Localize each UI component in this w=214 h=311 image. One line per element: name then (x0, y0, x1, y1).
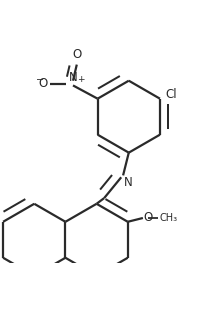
Text: N: N (124, 176, 133, 189)
Text: O: O (144, 211, 153, 225)
Text: Cl: Cl (166, 88, 177, 101)
Text: CH₃: CH₃ (160, 213, 178, 223)
Text: O: O (38, 77, 48, 90)
Text: N: N (69, 72, 77, 85)
Text: +: + (77, 75, 84, 84)
Text: −: − (36, 75, 44, 85)
Text: O: O (72, 48, 81, 61)
